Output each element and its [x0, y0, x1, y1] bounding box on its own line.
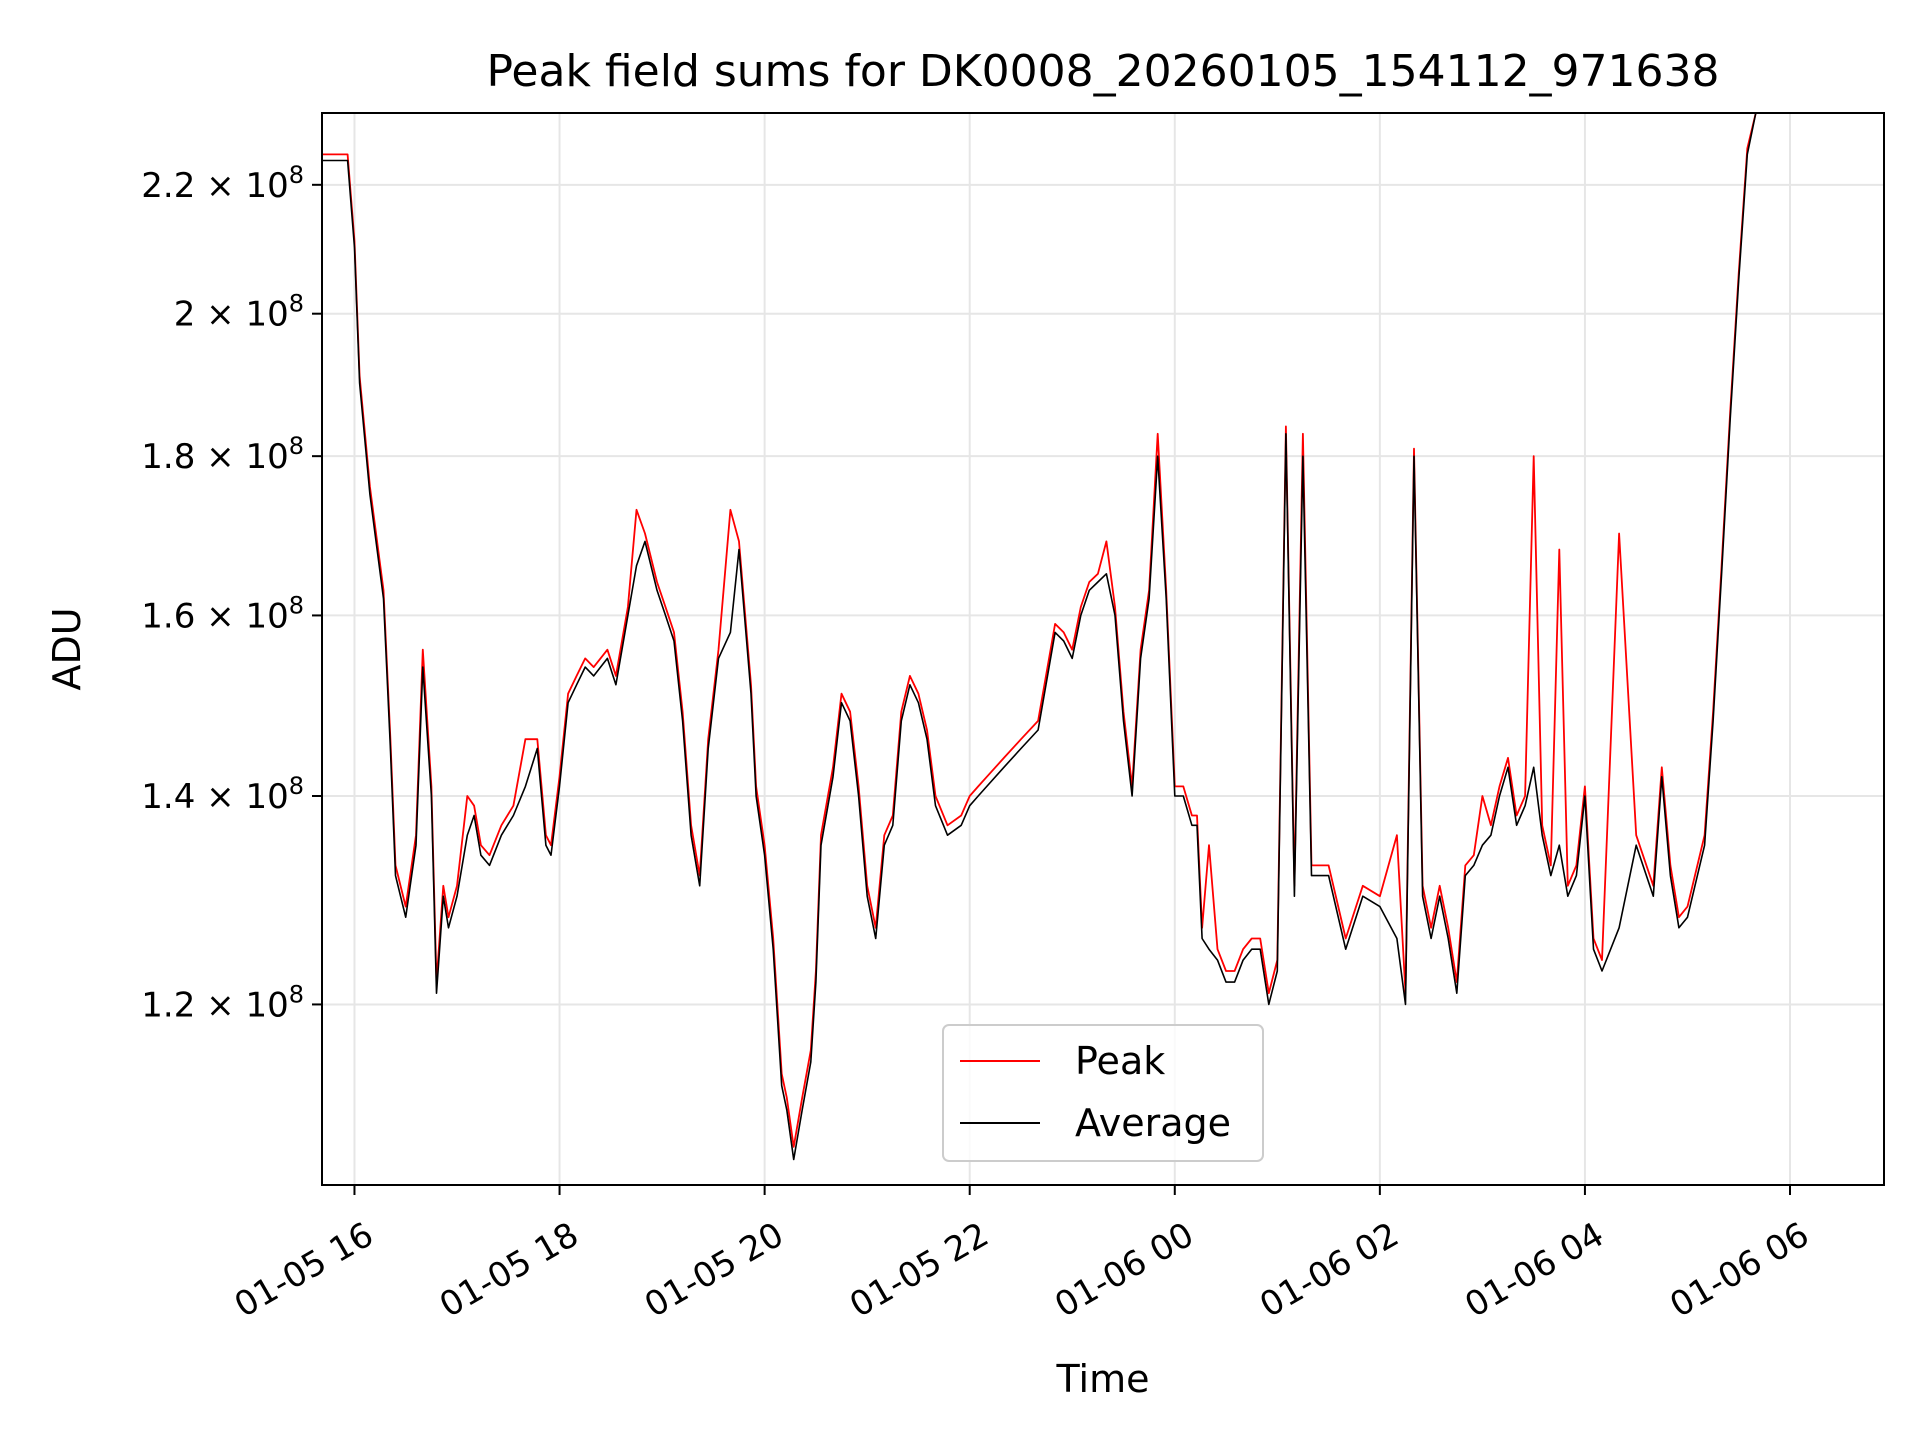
plot-series: [322, 112, 1757, 1161]
y-tick-label: 1.4 × 108: [141, 772, 304, 817]
chart-title: Peak field sums for DK0008_20260105_1541…: [486, 46, 1719, 97]
y-tick-label: 1.8 × 108: [141, 432, 304, 477]
y-tick-label: 2.2 × 108: [141, 161, 304, 206]
y-tick-label: 2 × 108: [174, 290, 304, 335]
y-tick-label: 1.2 × 108: [141, 980, 304, 1025]
series-line-average: [322, 112, 1757, 1161]
x-axis-label: Time: [1056, 1357, 1150, 1401]
y-axis: 1.2 × 108 1.4 × 108 1.6 × 108 1.8 × 108 2 × …: [141, 161, 322, 1025]
y-tick-label: 1.6 × 108: [141, 591, 304, 636]
legend-box: [942, 1024, 1264, 1162]
legend-label-average: Average: [1075, 1101, 1231, 1145]
y-axis-label: ADU: [45, 607, 89, 690]
legend: Peak Average: [942, 1024, 1264, 1162]
plot-frame: [321, 112, 1885, 1186]
series-line-peak: [322, 112, 1757, 1148]
legend-label-peak: Peak: [1075, 1039, 1165, 1083]
